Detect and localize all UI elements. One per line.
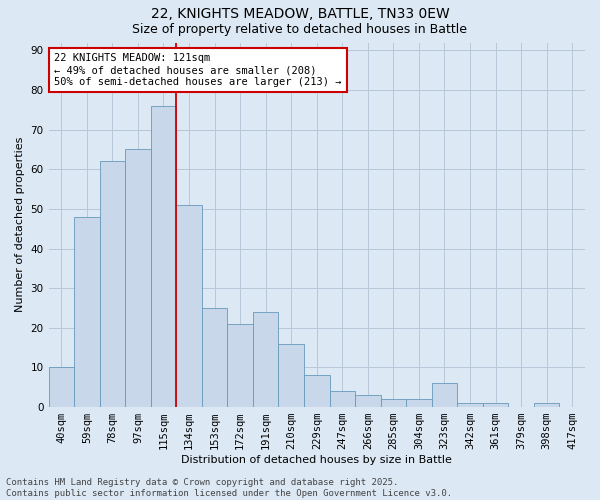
- Bar: [74, 217, 100, 407]
- Bar: [380, 399, 406, 407]
- Bar: [176, 205, 202, 407]
- Bar: [151, 106, 176, 407]
- Bar: [100, 162, 125, 407]
- Text: 22, KNIGHTS MEADOW, BATTLE, TN33 0EW: 22, KNIGHTS MEADOW, BATTLE, TN33 0EW: [151, 8, 449, 22]
- Bar: [304, 376, 329, 407]
- Y-axis label: Number of detached properties: Number of detached properties: [15, 137, 25, 312]
- Bar: [125, 150, 151, 407]
- Bar: [483, 403, 508, 407]
- Bar: [406, 399, 432, 407]
- Bar: [329, 391, 355, 407]
- Bar: [202, 308, 227, 407]
- Text: Contains HM Land Registry data © Crown copyright and database right 2025.
Contai: Contains HM Land Registry data © Crown c…: [6, 478, 452, 498]
- Bar: [49, 368, 74, 407]
- X-axis label: Distribution of detached houses by size in Battle: Distribution of detached houses by size …: [181, 455, 452, 465]
- Bar: [227, 324, 253, 407]
- Text: 22 KNIGHTS MEADOW: 121sqm
← 49% of detached houses are smaller (208)
50% of semi: 22 KNIGHTS MEADOW: 121sqm ← 49% of detac…: [54, 54, 341, 86]
- Bar: [253, 312, 278, 407]
- Bar: [457, 403, 483, 407]
- Bar: [432, 384, 457, 407]
- Bar: [278, 344, 304, 407]
- Bar: [355, 395, 380, 407]
- Bar: [534, 403, 559, 407]
- Text: Size of property relative to detached houses in Battle: Size of property relative to detached ho…: [133, 22, 467, 36]
